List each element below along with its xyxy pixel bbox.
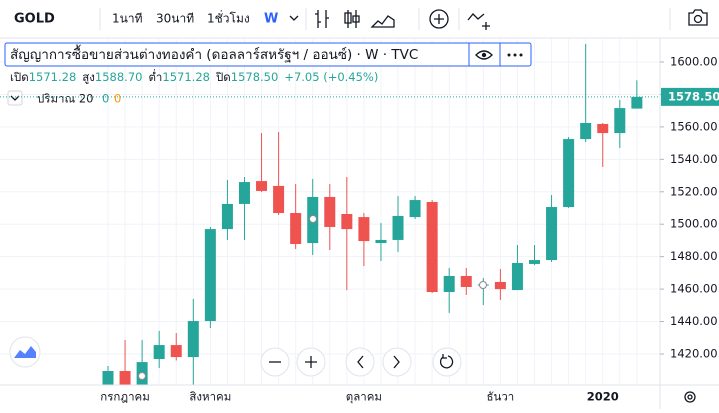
candle-body [409, 200, 421, 218]
event-marker[interactable] [309, 215, 317, 223]
ohlc-line: เปิด1571.28 สูง1588.70 ต่ำ1571.28 ปิด1578.5… [10, 69, 378, 84]
snapshot-lens [693, 14, 703, 24]
toolbar: GOLD 1นาที 30นาที 1ชั่วโมง W [0, 8, 719, 39]
ohlc-value: 1578.50 [231, 70, 279, 84]
ohlc-label: ปิด [215, 70, 231, 84]
volume-label: ปริมาณ 20 [37, 92, 93, 106]
candle-body [238, 182, 250, 204]
volume-value: 0 [114, 92, 121, 106]
candle-body [597, 123, 609, 134]
compare-icon[interactable] [429, 9, 449, 29]
x-tick-label: 2020 [587, 390, 619, 404]
candle-body [221, 203, 233, 230]
candle-body [443, 275, 455, 293]
collapse-button[interactable] [7, 90, 23, 106]
y-tick-label: 1520.00 [670, 184, 718, 198]
candle-body [358, 217, 370, 242]
candle-body [153, 345, 165, 360]
y-tick-label: 1540.00 [670, 152, 718, 166]
volume-value: 0 [102, 92, 109, 106]
x-tick-label: ตุลาคม [346, 390, 382, 404]
eye-pupil [481, 52, 487, 58]
candle-body [375, 239, 387, 244]
candle-body [563, 139, 575, 208]
logo[interactable] [9, 336, 41, 368]
interval[interactable]: 1ชั่วโมง [207, 10, 250, 26]
candle-body [511, 262, 523, 291]
ohlc-value: 1588.70 [95, 70, 143, 84]
candle-body [187, 321, 199, 358]
event-marker[interactable] [479, 281, 487, 289]
dropdown[interactable] [289, 15, 299, 21]
y-tick-label: 1600.00 [670, 55, 718, 69]
candle-body [341, 213, 353, 230]
y-tick-label: 1440.00 [670, 314, 718, 328]
candles-icon[interactable] [344, 10, 360, 28]
candle-body [256, 181, 268, 191]
candle-body [204, 229, 216, 322]
interval[interactable]: 30นาที [156, 12, 194, 26]
settings[interactable] [684, 391, 696, 403]
bars-icon[interactable] [315, 10, 329, 28]
area-icon[interactable] [370, 15, 395, 28]
snapshot-icon[interactable] [688, 9, 708, 26]
interval[interactable]: 1นาที [112, 12, 143, 26]
symbol[interactable]: GOLD [14, 12, 55, 27]
candle-body [392, 215, 404, 240]
indicators-icon[interactable] [467, 13, 490, 30]
x-tick-label: กรกฎาคม [100, 390, 150, 404]
ohlc-label: สูง [82, 70, 95, 84]
reset[interactable] [432, 347, 462, 377]
y-tick-label: 1480.00 [670, 249, 718, 263]
y-tick-label: 1420.00 [670, 346, 718, 360]
x-tick-label: ธันวา [486, 390, 514, 404]
candle-body [460, 275, 472, 287]
y-tick-label: 1560.00 [670, 119, 718, 133]
candle-body [102, 371, 114, 385]
candle-body [546, 207, 558, 261]
interval-active[interactable]: W [264, 12, 278, 27]
ohlc-change: +7.05 (+0.45%) [284, 70, 378, 84]
legend-title: สัญญาการซื้อขายส่วนต่างทองคำ (ดอลลาร์สหร… [10, 44, 418, 63]
candle-body [614, 108, 626, 134]
last-price-box [661, 87, 719, 106]
candle-body [529, 260, 540, 264]
last-price-label: 1578.50 [668, 89, 719, 103]
candle-body [580, 122, 592, 140]
x-tick-label: สิงหาคม [189, 390, 231, 404]
candle-body [324, 196, 336, 227]
scroll-left[interactable] [345, 347, 375, 377]
candle-body [426, 201, 438, 293]
ohlc-value: 1571.28 [162, 70, 210, 84]
legend-box[interactable] [4, 42, 532, 67]
more-icon[interactable] [507, 53, 523, 57]
candle-body [119, 371, 131, 385]
candle-body [290, 213, 302, 245]
eye-icon[interactable] [475, 50, 493, 60]
ohlc-label: เปิด [10, 70, 29, 84]
compare-plus [434, 14, 444, 24]
ohlc-label: ต่ำ [148, 69, 162, 84]
candle-body [273, 185, 285, 214]
logo-mark [14, 346, 36, 358]
candle-body [494, 281, 506, 290]
navigation [260, 347, 462, 377]
y-tick-label: 1460.00 [670, 282, 718, 296]
candle-body [631, 96, 643, 109]
candle-body [170, 345, 182, 358]
y-tick-label: 1500.00 [670, 217, 718, 231]
event-marker[interactable] [138, 372, 146, 380]
scroll-right[interactable] [382, 347, 412, 377]
ohlc-value: 1571.28 [29, 70, 77, 84]
